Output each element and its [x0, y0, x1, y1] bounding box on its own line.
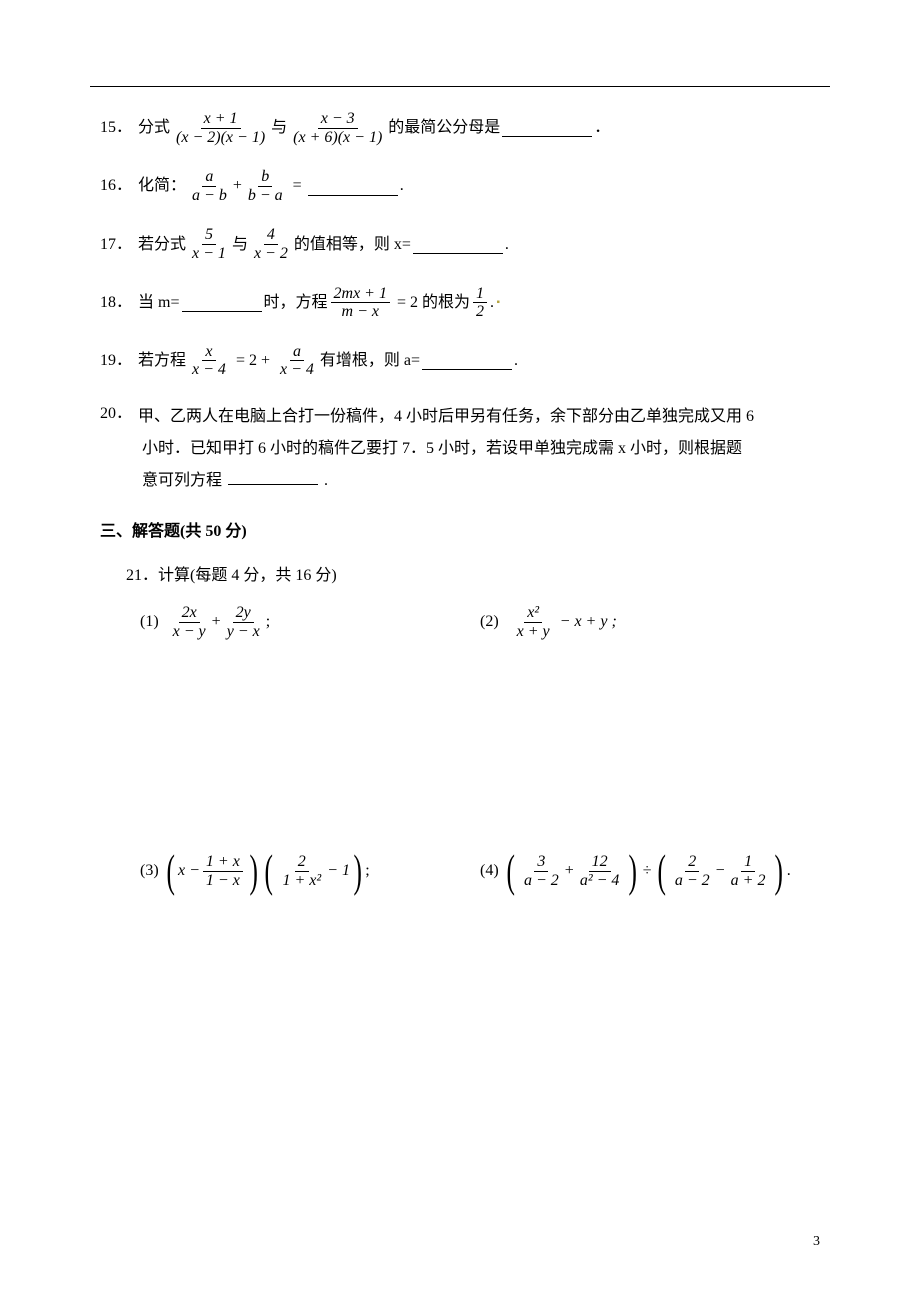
q16-plus: +	[233, 173, 242, 199]
q21-row2: (3) ( x − 1 + x 1 − x ) ( 2 1 + x² − 1 )…	[140, 850, 820, 891]
q20-t4: .	[324, 472, 328, 489]
q21-p1-plus: +	[212, 609, 221, 635]
q15-blank	[502, 119, 592, 138]
q16-num: 16．	[100, 173, 132, 199]
q21-p3-end: ;	[365, 858, 369, 884]
page-number: 3	[813, 1234, 820, 1250]
q21-p2: (2) x² x + y − x + y ;	[480, 604, 820, 640]
q17-t4: .	[505, 232, 509, 258]
section-3-heading: 三、解答题(共 50 分)	[100, 519, 820, 545]
q15-frac2: x − 3 (x + 6)(x − 1)	[290, 110, 385, 146]
rparen-icon: )	[775, 850, 783, 891]
q19-blank	[422, 352, 512, 371]
question-16: 16． 化简： a a − b + b b − a = .	[100, 168, 820, 204]
question-18: 18． 当 m= 时，方程 2mx + 1 m − x = 2 的根为 1 2 …	[100, 285, 820, 321]
q19-frac2: a x − 4	[277, 343, 317, 379]
q18-frac2: 1 2	[473, 285, 487, 321]
question-15: 15． 分式 x + 1 (x − 2)(x − 1) 与 x − 3 (x +…	[100, 110, 820, 146]
q21-p4-f2: 12 a² − 4	[577, 853, 623, 889]
q21-p4-label: (4)	[480, 858, 499, 884]
q15-frac1: x + 1 (x − 2)(x − 1)	[173, 110, 268, 146]
rparen-icon: )	[353, 850, 361, 891]
rparen-icon: )	[249, 850, 257, 891]
q16-t2: .	[400, 173, 404, 199]
q16-t1: 化简：	[138, 173, 186, 199]
artifact-dot: ▪	[494, 295, 500, 311]
q21-p3-f2: 2 1 + x²	[279, 853, 324, 889]
q17-frac2: 4 x − 2	[251, 226, 291, 262]
q17-t1: 若分式	[138, 232, 186, 258]
q20-l2: 小时．已知甲打 6 小时的稿件乙要打 7．5 小时，若设甲单独完成需 x 小时，…	[142, 440, 742, 457]
q16-frac1: a a − b	[189, 168, 230, 204]
q21-p4-f3: 2 a − 2	[672, 853, 713, 889]
top-rule	[90, 86, 830, 87]
q15-num: 15．	[100, 115, 132, 141]
q19-num: 19．	[100, 348, 132, 374]
q21-p1-label: (1)	[140, 609, 159, 635]
lparen-icon: (	[506, 850, 514, 891]
q21-p1-end: ;	[266, 609, 270, 635]
q21-p4-f1: 3 a − 2	[521, 853, 562, 889]
q17-num: 17．	[100, 232, 132, 258]
q21-p4-plus1: +	[565, 858, 574, 884]
rparen-icon: )	[629, 850, 637, 891]
lparen-icon: (	[265, 850, 273, 891]
q21-p4-f4: 1 a + 2	[728, 853, 769, 889]
q18-blank	[182, 293, 262, 312]
q18-frac1: 2mx + 1 m − x	[331, 285, 390, 321]
q17-blank	[413, 235, 503, 254]
q19-eq: = 2 +	[236, 348, 270, 374]
q16-blank	[308, 177, 398, 196]
q20-num: 20．	[100, 401, 132, 433]
q15-t4: ．	[594, 115, 610, 141]
q21-row1: (1) 2x x − y + 2y y − x ; (2) x² x + y −…	[140, 604, 820, 640]
lparen-icon: (	[657, 850, 665, 891]
q19-frac1: x x − 4	[189, 343, 229, 379]
q18-t3: 的根为	[422, 290, 470, 316]
q21-p3-f1: 1 + x 1 − x	[203, 853, 243, 889]
q21-p3-label: (3)	[140, 858, 159, 884]
q17-t2: 与	[232, 232, 248, 258]
page-content: 15． 分式 x + 1 (x − 2)(x − 1) 与 x − 3 (x +…	[0, 0, 920, 972]
q17-t3: 的值相等，则 x=	[294, 232, 411, 258]
q21-p3: (3) ( x − 1 + x 1 − x ) ( 2 1 + x² − 1 )…	[140, 850, 480, 891]
q21-p4-div: ÷	[643, 858, 652, 884]
question-17: 17． 若分式 5 x − 1 与 4 x − 2 的值相等，则 x= .	[100, 226, 820, 262]
q19-t1: 若方程	[138, 348, 186, 374]
q20-l3: 意可列方程	[142, 472, 222, 489]
q16-eq: =	[293, 173, 302, 199]
q15-t2: 与	[271, 115, 287, 141]
q21-p2-f1: x² x + y	[514, 604, 553, 640]
q19-t3: .	[514, 348, 518, 374]
q21-p3-m1: − 1	[327, 858, 350, 884]
q20-l1: 甲、乙两人在电脑上合打一份稿件，4 小时后甲另有任务，余下部分由乙单独完成又用 …	[138, 401, 754, 433]
question-19: 19． 若方程 x x − 4 = 2 + a x − 4 有增根，则 a= .	[100, 343, 820, 379]
q21-p1: (1) 2x x − y + 2y y − x ;	[140, 604, 480, 640]
q21-p1-f1: 2x x − y	[170, 604, 209, 640]
lparen-icon: (	[166, 850, 174, 891]
q18-t1: 当 m=	[138, 290, 179, 316]
q18-t2: 时，方程	[264, 290, 328, 316]
q21-p4: (4) ( 3 a − 2 + 12 a² − 4 ) ÷ ( 2 a − 2 …	[480, 850, 820, 891]
q21-p3-x: x −	[178, 858, 200, 884]
q21-head: 21．计算(每题 4 分，共 16 分)	[100, 563, 820, 589]
q21-p4-minus: −	[716, 858, 725, 884]
q16-frac2: b b − a	[245, 168, 286, 204]
q15-t3: 的最简公分母是	[388, 115, 500, 141]
q15-t1: 分式	[138, 115, 170, 141]
q21-p4-end: .	[787, 858, 791, 884]
q20-blank	[228, 466, 318, 485]
q18-num: 18．	[100, 290, 132, 316]
q21-p2-label: (2)	[480, 609, 499, 635]
q21-p1-f2: 2y y − x	[224, 604, 263, 640]
q18-eq: = 2	[397, 290, 418, 316]
q17-frac1: 5 x − 1	[189, 226, 229, 262]
q21-p2-rest: − x + y ;	[560, 609, 617, 635]
q19-t2: 有增根，则 a=	[320, 348, 420, 374]
question-20: 20． 甲、乙两人在电脑上合打一份稿件，4 小时后甲另有任务，余下部分由乙单独完…	[100, 401, 820, 497]
